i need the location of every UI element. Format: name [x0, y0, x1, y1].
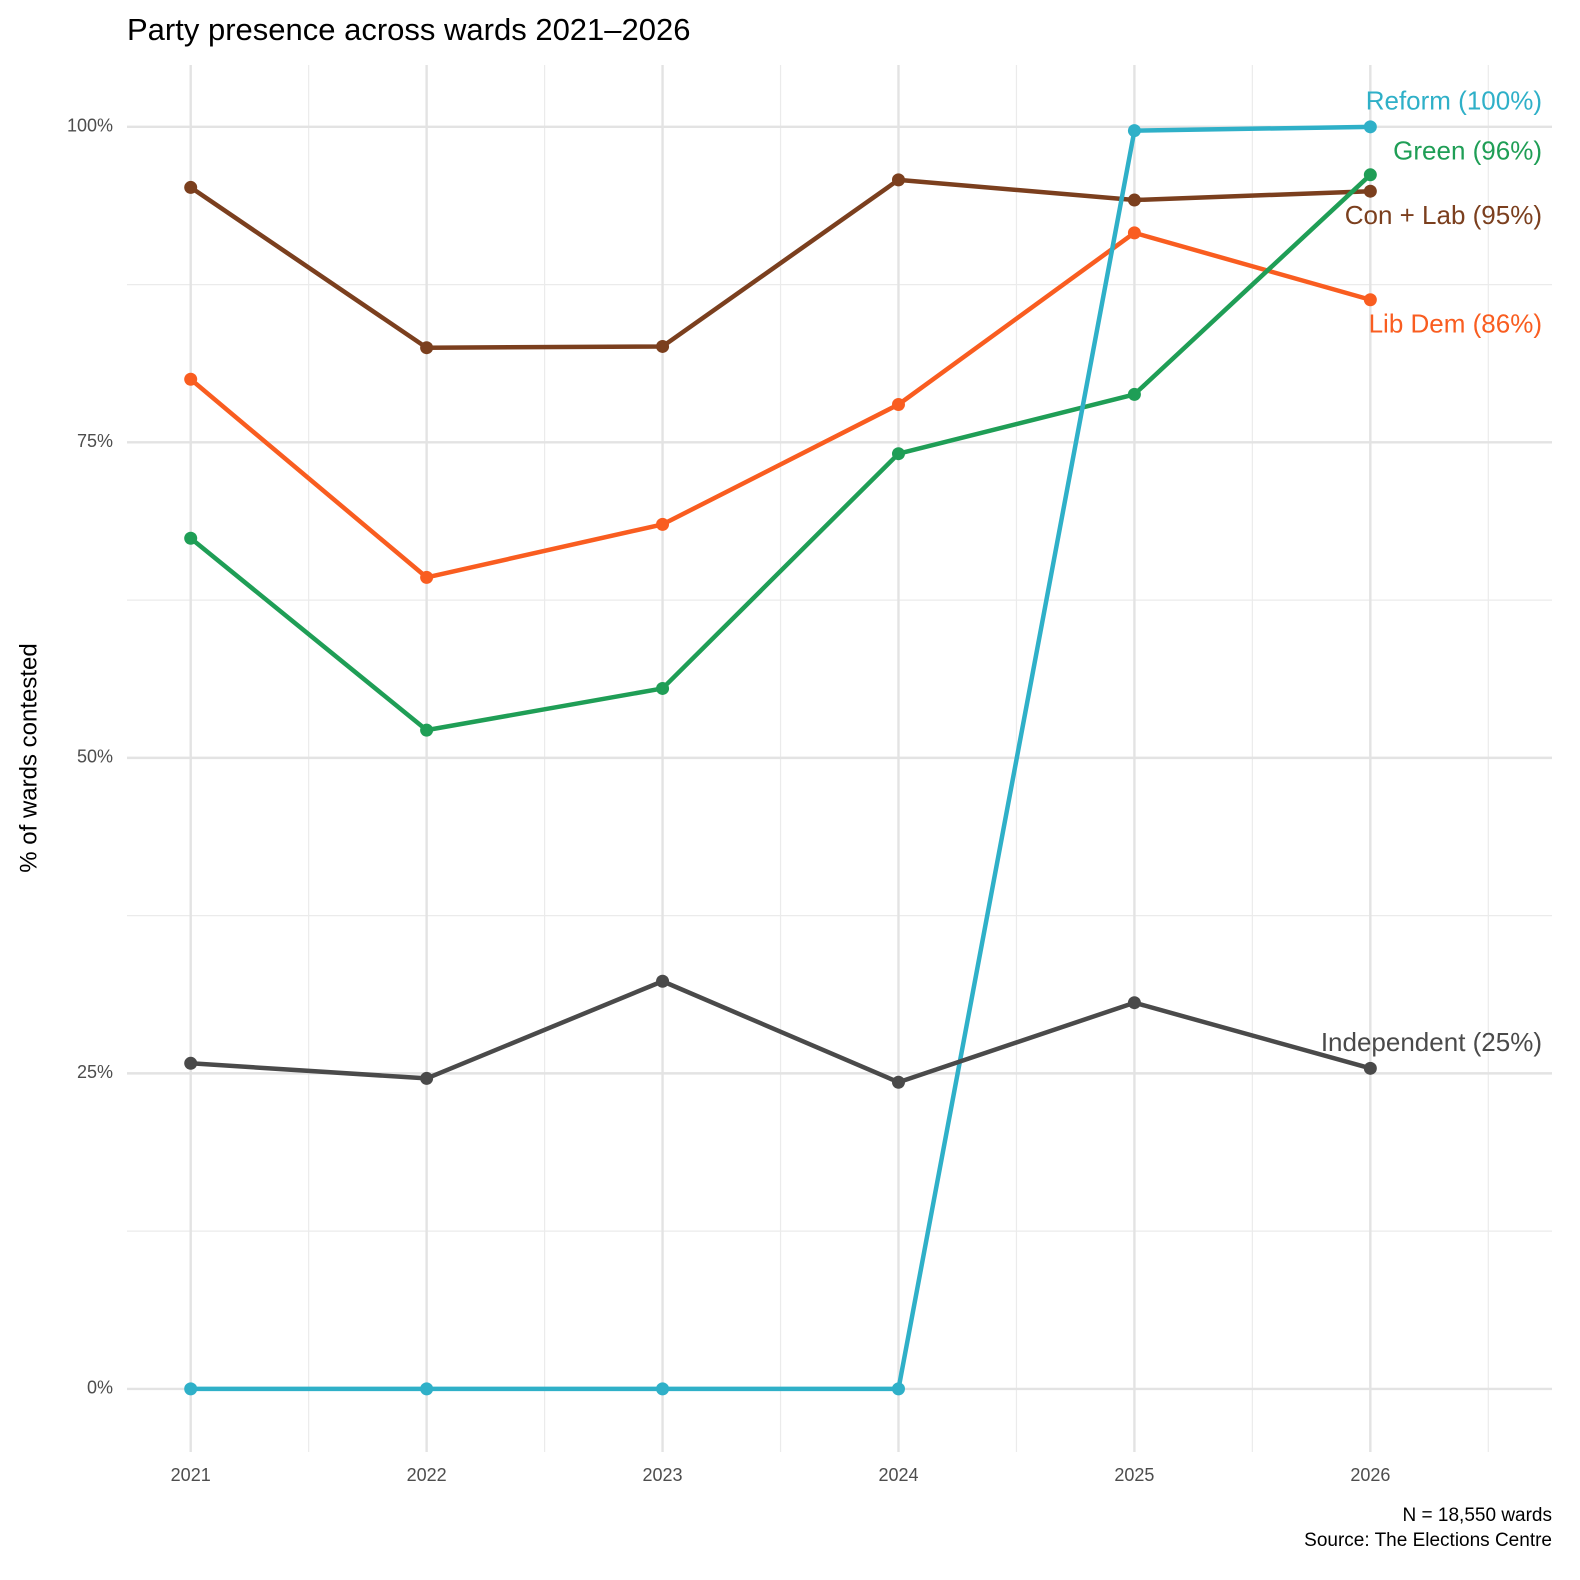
data-point — [420, 1382, 434, 1396]
series-label: Lib Dem (86%) — [1369, 309, 1542, 339]
data-point — [656, 517, 670, 531]
x-tick-label: 2024 — [878, 1465, 918, 1485]
data-point — [420, 723, 434, 737]
series-line — [189, 230, 1371, 580]
y-tick-label: 75% — [77, 431, 113, 451]
data-point — [184, 372, 198, 386]
y-tick-label: 25% — [77, 1062, 113, 1082]
grid — [127, 65, 1552, 1452]
x-tick-label: 2021 — [171, 1465, 211, 1485]
data-point — [891, 1075, 905, 1089]
chart-title: Party presence across wards 2021–2026 — [127, 12, 691, 47]
data-point — [891, 1382, 905, 1396]
data-point — [184, 180, 198, 194]
x-tick-label: 2022 — [407, 1465, 447, 1485]
series-line — [190, 979, 1371, 1085]
x-tick-label: 2026 — [1350, 1465, 1390, 1485]
data-point — [656, 339, 670, 353]
series-line — [190, 124, 1371, 1392]
data-point — [656, 974, 670, 988]
caption: Source: The Elections Centre — [1304, 1530, 1552, 1551]
data-point — [891, 447, 905, 461]
data-point — [891, 397, 905, 411]
series-label: Green (96%) — [1393, 136, 1542, 166]
data-point — [420, 1071, 434, 1085]
data-point — [656, 1382, 670, 1396]
series-line — [189, 173, 1372, 733]
data-point — [891, 173, 905, 187]
y-axis-label: % of wards contested — [15, 643, 42, 872]
series-label: Reform (100%) — [1366, 86, 1542, 116]
data-point — [184, 1056, 198, 1070]
data-point — [1363, 120, 1377, 134]
data-point — [184, 1382, 198, 1396]
y-tick-label: 0% — [87, 1378, 113, 1398]
data-point — [420, 570, 434, 584]
series-line — [189, 177, 1371, 350]
x-tick-label: 2023 — [643, 1465, 683, 1485]
data-point — [420, 341, 434, 355]
data-point — [1363, 293, 1377, 307]
data-point — [1363, 168, 1377, 182]
data-point — [1127, 193, 1141, 207]
data-point — [184, 531, 198, 545]
data-point — [1363, 184, 1377, 198]
data-point — [1127, 124, 1141, 138]
y-tick-label: 100% — [67, 116, 113, 136]
series-label: Con + Lab (95%) — [1345, 200, 1542, 230]
series-label: Independent (25%) — [1321, 1027, 1542, 1057]
data-point — [1363, 1061, 1377, 1075]
x-tick-label: 2025 — [1114, 1465, 1154, 1485]
data-point — [1127, 226, 1141, 240]
caption: N = 18,550 wards — [1403, 1505, 1552, 1526]
data-point — [1127, 387, 1141, 401]
data-point — [1127, 996, 1141, 1010]
data-point — [656, 681, 670, 695]
y-tick-label: 50% — [77, 747, 113, 767]
